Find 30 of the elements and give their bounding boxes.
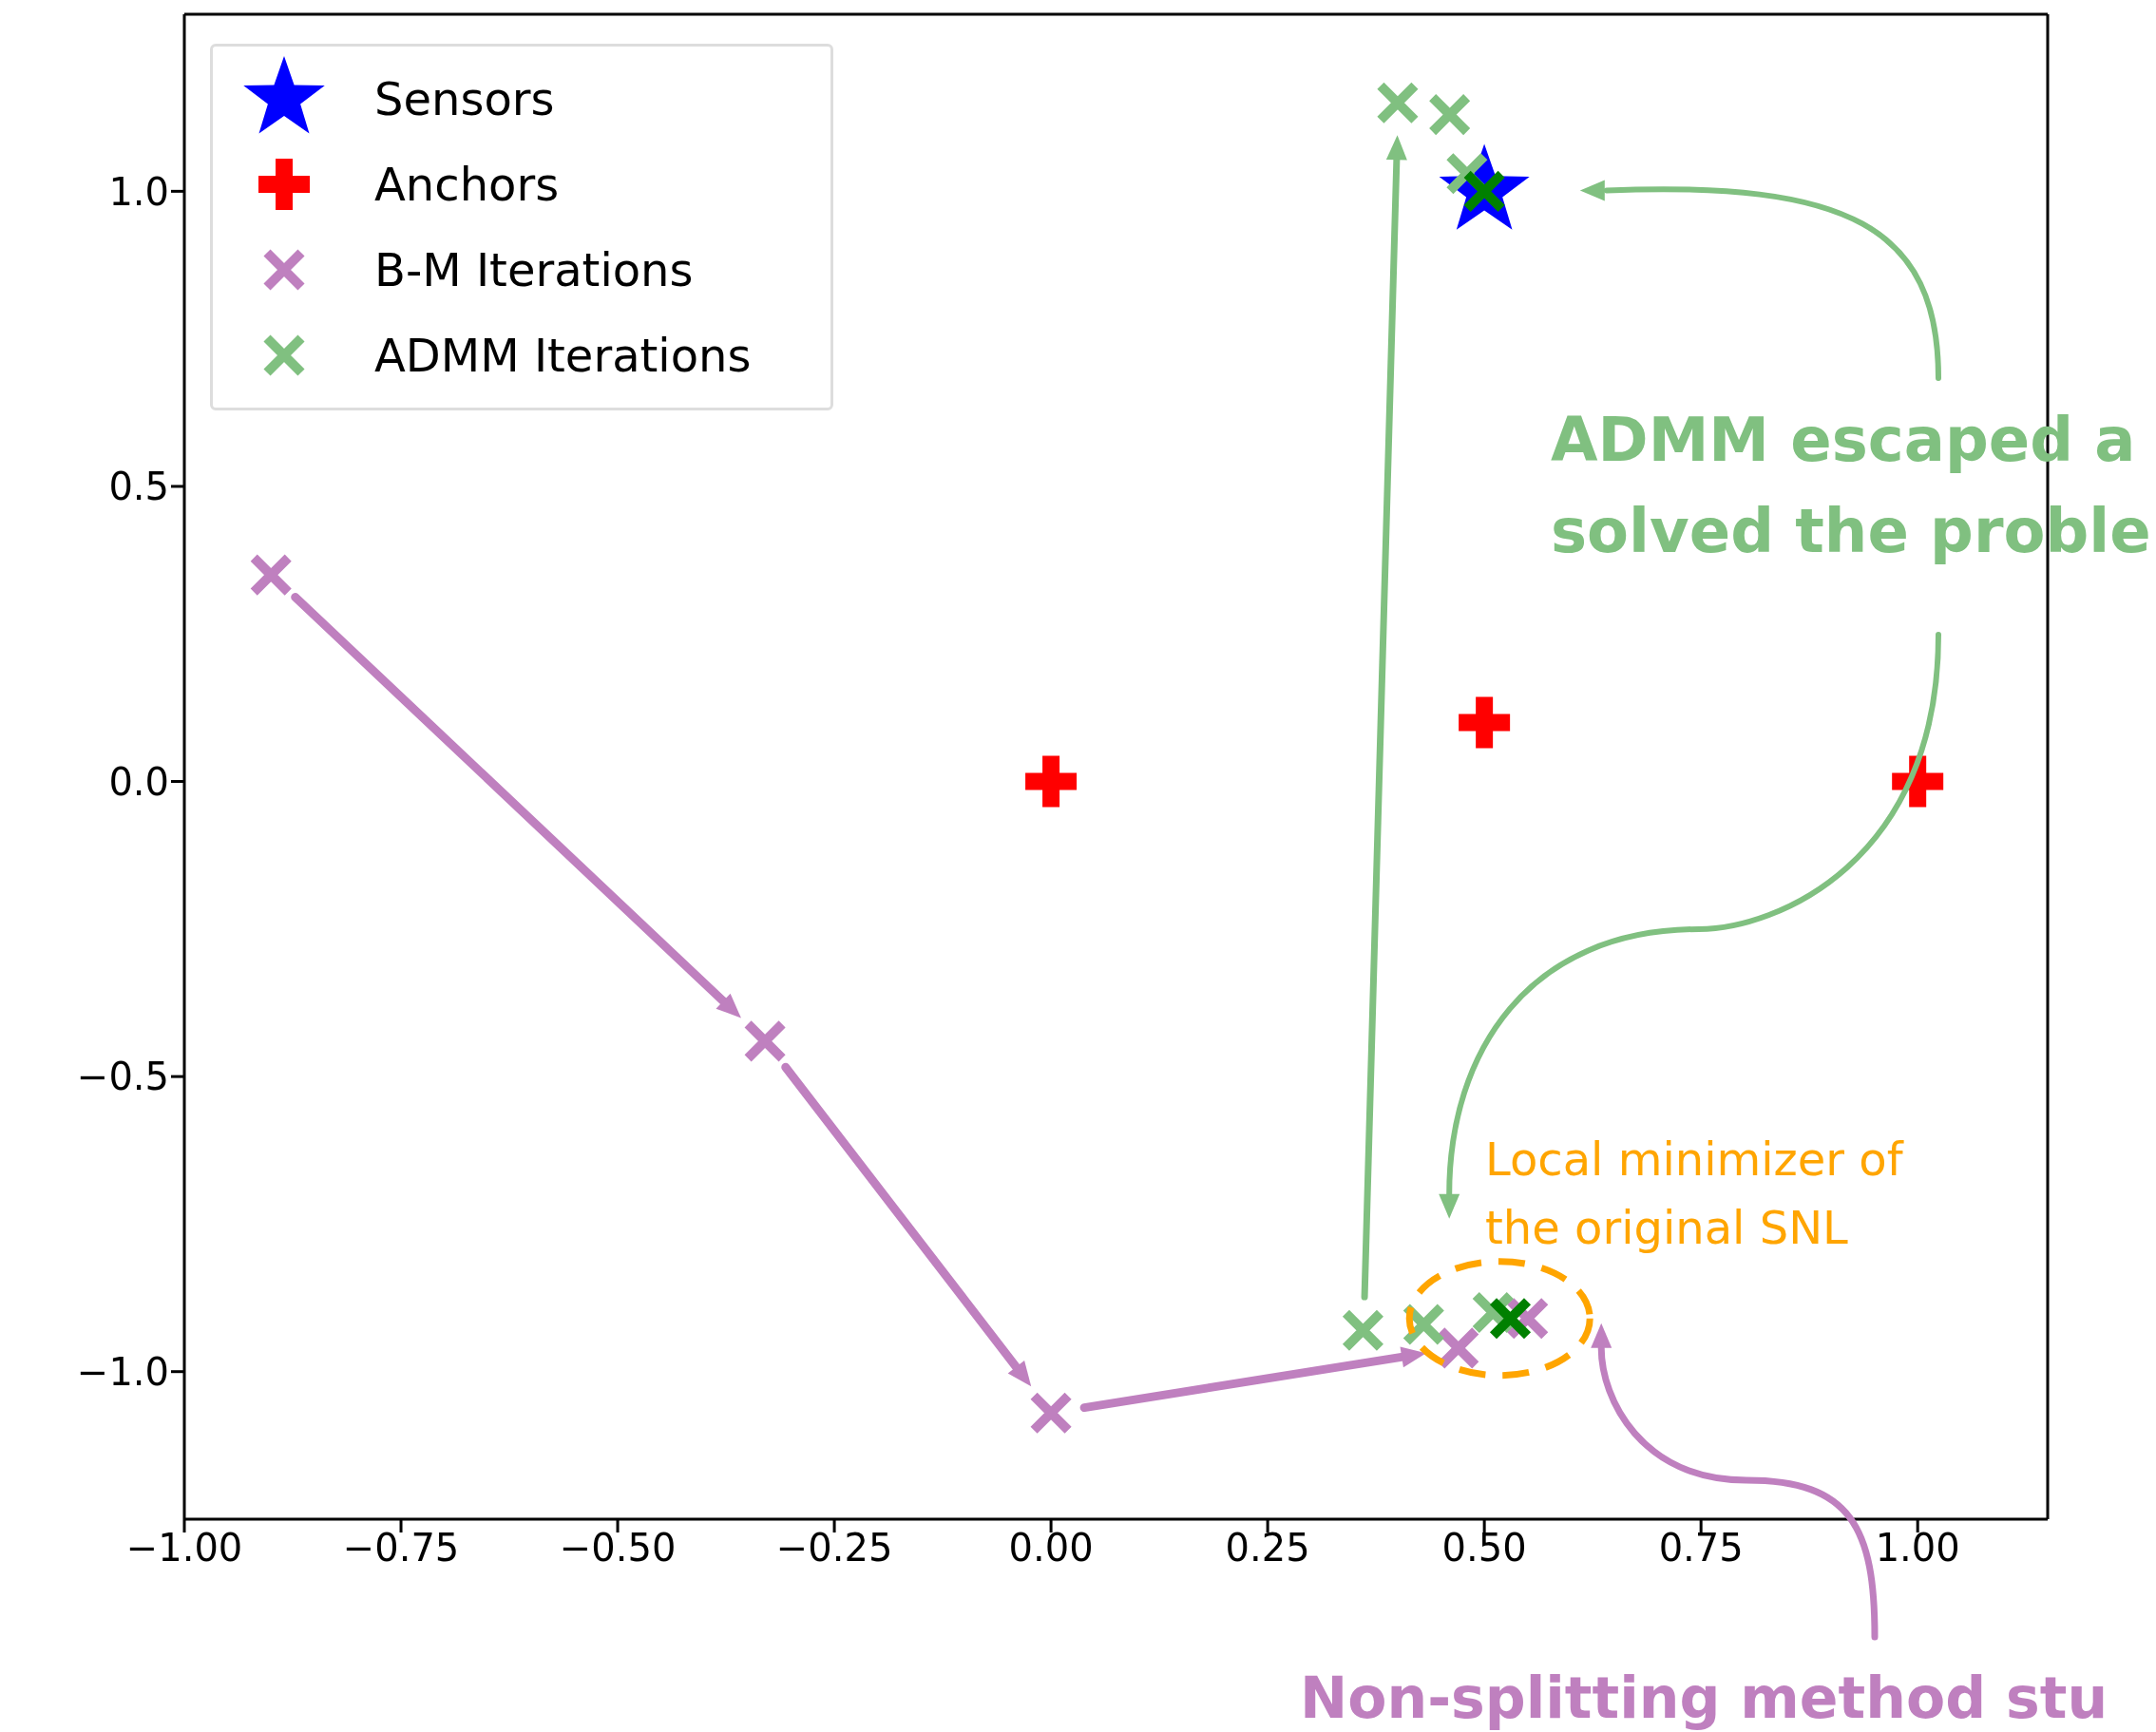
point bbox=[1427, 92, 1472, 137]
point bbox=[249, 553, 294, 598]
y-tick-label: −1.0 bbox=[76, 1349, 169, 1394]
x-tick-label: −0.50 bbox=[559, 1526, 677, 1570]
x-tick-label: 0.00 bbox=[1008, 1526, 1094, 1570]
point bbox=[1029, 1391, 1074, 1436]
legend-label: Anchors bbox=[374, 158, 560, 211]
x-tick-label: 0.75 bbox=[1658, 1526, 1744, 1570]
annotation: Local minimizer of the original SNL bbox=[1485, 1132, 1904, 1254]
legend-label: B-M Iterations bbox=[374, 243, 694, 296]
y-tick-label: −0.5 bbox=[76, 1055, 169, 1099]
x-tick-label: −0.25 bbox=[775, 1526, 893, 1570]
y-tick-label: 0.5 bbox=[108, 465, 169, 509]
point bbox=[1025, 755, 1078, 808]
text: Non-splitting method stu bbox=[1300, 1665, 2108, 1731]
legend-label: Sensors bbox=[374, 72, 555, 125]
y-tick-label: 0.0 bbox=[108, 759, 169, 804]
point bbox=[1402, 1303, 1446, 1347]
x-tick-label: −1.00 bbox=[125, 1526, 243, 1570]
point bbox=[1459, 696, 1511, 749]
y-tick-label: 1.0 bbox=[108, 169, 169, 214]
legend-label: ADMM Iterations bbox=[374, 329, 752, 382]
point bbox=[1375, 81, 1420, 125]
point bbox=[1341, 1308, 1385, 1353]
x-tick-label: −0.75 bbox=[342, 1526, 460, 1570]
x-tick-label: 1.00 bbox=[1875, 1526, 1960, 1570]
point bbox=[1488, 1296, 1533, 1341]
x-tick-label: 0.25 bbox=[1225, 1526, 1310, 1570]
x-tick-label: 0.50 bbox=[1441, 1526, 1527, 1570]
point bbox=[743, 1018, 788, 1063]
